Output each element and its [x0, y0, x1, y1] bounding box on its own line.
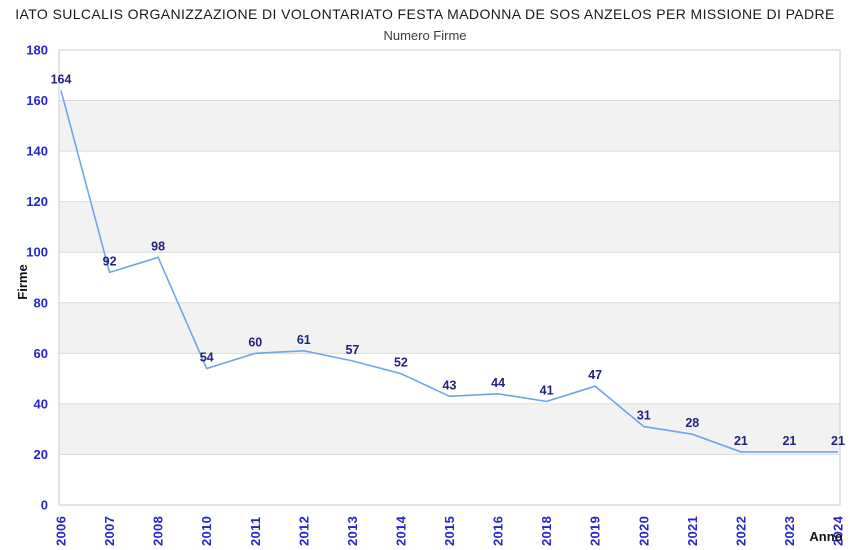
x-tick-label: 2013 — [345, 516, 360, 546]
data-label: 21 — [734, 434, 748, 448]
plot-band — [59, 454, 840, 505]
x-tick-label: 2016 — [491, 516, 506, 546]
plot-band — [59, 100, 840, 152]
data-label: 60 — [248, 335, 262, 349]
y-tick-label: 20 — [34, 447, 48, 462]
x-tick-label: 2022 — [733, 516, 748, 546]
x-tick-label: 2011 — [248, 517, 263, 546]
chart-subtitle: Numero Firme — [383, 28, 467, 43]
x-tick-label: 2015 — [442, 516, 457, 546]
x-tick-label: 2018 — [539, 516, 554, 546]
plot-band — [59, 50, 840, 101]
x-tick-label: 2010 — [199, 516, 214, 546]
data-label: 164 — [51, 72, 72, 86]
y-tick-label: 160 — [26, 93, 48, 108]
data-label: 31 — [637, 409, 651, 423]
plot-border — [58, 49, 841, 506]
plot-band — [59, 302, 840, 354]
x-tick-label: 2023 — [782, 516, 797, 546]
plot-band — [59, 151, 840, 202]
x-tick-label: 2024 — [831, 515, 846, 546]
y-tick-label: 180 — [26, 43, 48, 58]
x-tick-label: 2021 — [685, 516, 700, 546]
chart-title: IATO SULCALIS ORGANIZZAZIONE DI VOLONTAR… — [15, 6, 835, 22]
x-tick-label: 2006 — [54, 516, 69, 546]
data-label: 44 — [491, 376, 505, 390]
data-label: 57 — [345, 343, 359, 357]
data-label: 98 — [151, 239, 165, 253]
data-label: 47 — [588, 368, 602, 382]
y-axis-title: Firme — [15, 264, 30, 299]
data-label: 43 — [443, 378, 457, 392]
plot-band — [59, 252, 840, 303]
plot-band — [59, 201, 840, 253]
data-label: 92 — [103, 254, 117, 268]
plot-band — [59, 403, 840, 455]
data-label: 54 — [200, 351, 214, 365]
x-tick-label: 2019 — [588, 516, 603, 546]
y-tick-label: 100 — [26, 245, 48, 260]
y-tick-label: 60 — [34, 346, 48, 361]
y-tick-label: 140 — [26, 144, 48, 159]
x-tick-label: 2008 — [151, 516, 166, 546]
data-label: 52 — [394, 356, 408, 370]
data-label: 41 — [540, 383, 554, 397]
y-tick-label: 40 — [34, 396, 48, 411]
y-tick-label: 80 — [34, 295, 48, 310]
series-line-numero-firme — [60, 90, 838, 453]
y-tick-label: 0 — [41, 498, 48, 513]
data-label: 28 — [685, 416, 699, 430]
x-tick-label: 2014 — [393, 515, 408, 546]
data-label: 21 — [831, 434, 845, 448]
x-axis-title: Anno — [809, 529, 842, 544]
x-tick-label: 2020 — [636, 516, 651, 546]
y-tick-label: 120 — [26, 194, 48, 209]
data-label: 21 — [782, 434, 796, 448]
data-label: 61 — [297, 333, 311, 347]
x-tick-label: 2012 — [296, 516, 311, 546]
x-tick-label: 2007 — [102, 516, 117, 546]
